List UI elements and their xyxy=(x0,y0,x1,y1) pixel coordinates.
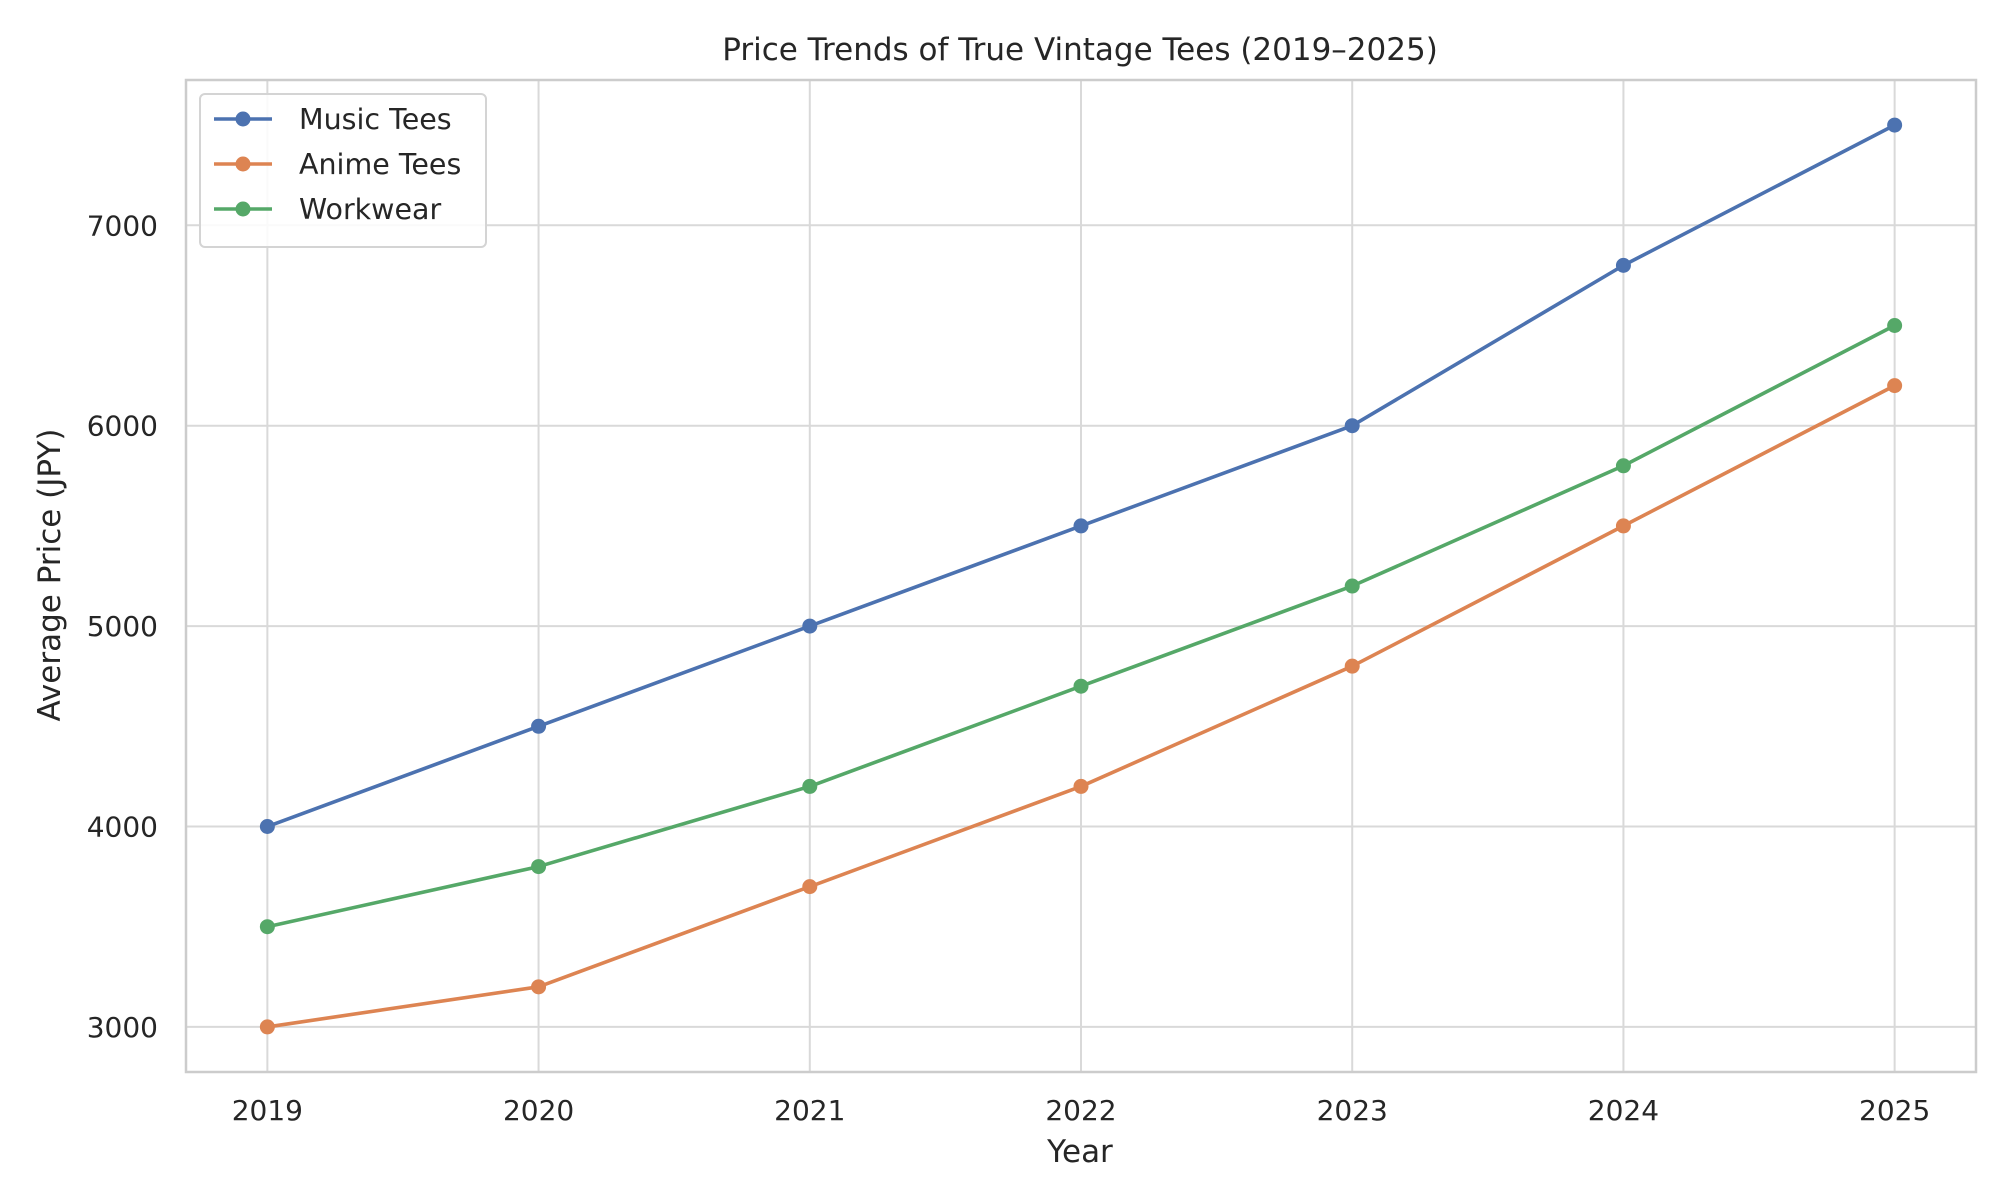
x-tick-label: 2019 xyxy=(232,1094,303,1127)
x-axis-ticks: 2019 2020 2021 2022 2023 2024 2025 xyxy=(232,1094,1931,1127)
data-point xyxy=(1073,778,1089,794)
data-point xyxy=(1073,678,1089,694)
data-point xyxy=(531,859,547,875)
data-point xyxy=(802,618,818,634)
legend-swatch-marker xyxy=(235,156,251,172)
legend-label: Music Tees xyxy=(299,103,452,136)
data-point xyxy=(1073,518,1089,534)
y-axis-label: Average Price (JPY) xyxy=(32,429,68,722)
x-tick-label: 2024 xyxy=(1588,1094,1659,1127)
series-workwear xyxy=(259,317,1903,935)
x-tick-label: 2020 xyxy=(503,1094,574,1127)
data-point xyxy=(1615,458,1631,474)
y-axis-ticks: 3000 4000 5000 6000 7000 xyxy=(87,209,158,1044)
x-tick-label: 2022 xyxy=(1045,1094,1116,1127)
data-point xyxy=(802,778,818,794)
x-tick-label: 2021 xyxy=(774,1094,845,1127)
series-layer xyxy=(259,117,1903,1035)
chart-title: Price Trends of True Vintage Tees (2019–… xyxy=(722,32,1438,68)
data-point xyxy=(259,919,275,935)
data-point xyxy=(1887,117,1903,133)
x-axis-label: Year xyxy=(1046,1134,1113,1170)
data-point xyxy=(531,718,547,734)
legend-swatch-marker xyxy=(235,111,251,127)
series-music-tees xyxy=(259,117,1903,835)
y-tick-label: 5000 xyxy=(87,610,158,643)
data-point xyxy=(1344,658,1360,674)
series-anime-tees xyxy=(259,378,1903,1035)
legend-label: Workwear xyxy=(299,193,441,226)
data-point xyxy=(1887,378,1903,394)
data-point xyxy=(1887,317,1903,333)
legend-swatch-marker xyxy=(235,201,251,217)
y-tick-label: 6000 xyxy=(87,410,158,443)
legend-item: Workwear xyxy=(214,193,441,226)
y-tick-label: 7000 xyxy=(87,209,158,242)
data-point xyxy=(531,979,547,995)
legend-label: Anime Tees xyxy=(299,148,461,181)
y-tick-label: 3000 xyxy=(87,1011,158,1044)
data-point xyxy=(1615,257,1631,273)
y-tick-label: 4000 xyxy=(87,811,158,844)
x-tick-label: 2025 xyxy=(1859,1094,1930,1127)
legend: Music Tees Anime Tees Workwear xyxy=(199,93,487,248)
data-point xyxy=(1615,518,1631,534)
data-point xyxy=(802,879,818,895)
data-point xyxy=(259,819,275,835)
x-tick-label: 2023 xyxy=(1317,1094,1388,1127)
plot-frame xyxy=(184,78,1978,1074)
data-point xyxy=(1344,578,1360,594)
data-point xyxy=(259,1019,275,1035)
legend-item: Music Tees xyxy=(214,103,452,136)
data-point xyxy=(1344,418,1360,434)
legend-item: Anime Tees xyxy=(214,148,461,181)
